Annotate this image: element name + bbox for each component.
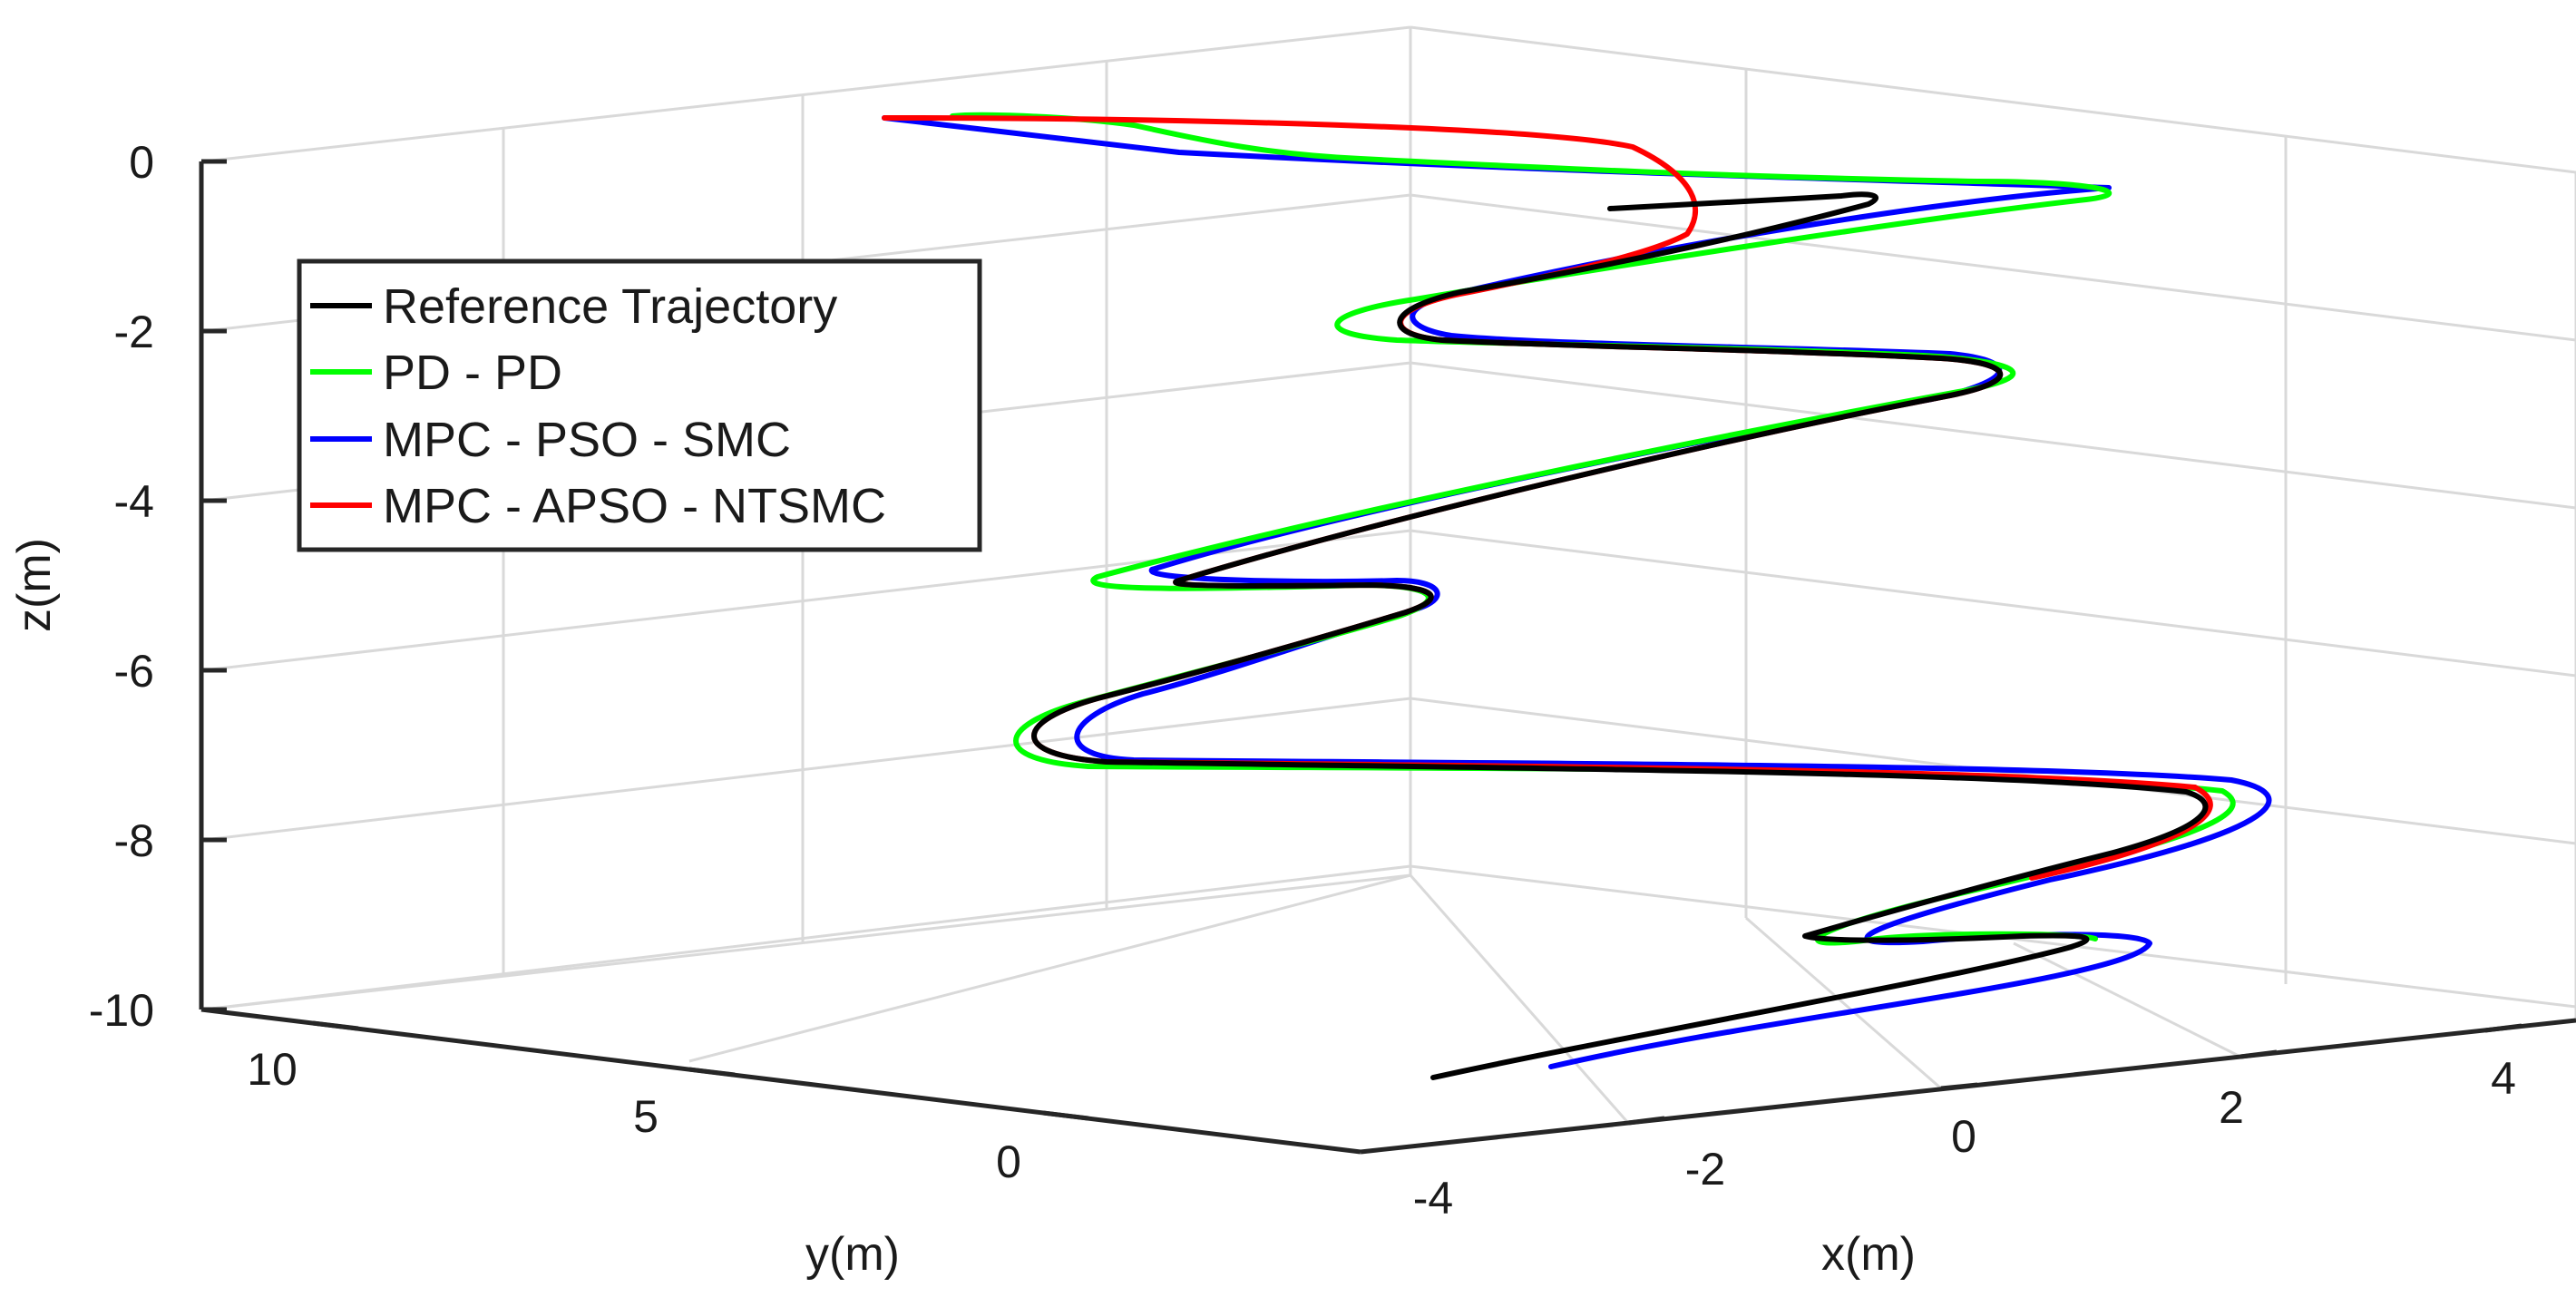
y-tick-labels: 10 5 0 [247,1044,1021,1187]
z-tick-label: -2 [114,307,154,357]
x-tick-labels: -4 -2 0 2 4 [1413,1053,2516,1224]
legend-label: MPC - PSO - SMC [383,413,791,467]
z-tick-label: -10 [89,985,154,1036]
legend-entry: Reference Trajectory [310,279,837,334]
legend-label: Reference Trajectory [383,279,837,334]
x-tick-label: 4 [2491,1053,2516,1104]
y-tick-label: 5 [633,1091,659,1142]
x-tick-label: -4 [1413,1173,1453,1224]
z-tick-labels: 0 -2 -4 -6 -8 -10 [89,137,154,1036]
x-axis-label: x(m) [1821,1228,1916,1281]
y-axis-line [200,1007,1361,1155]
legend-label: PD - PD [383,346,562,400]
grid-right-wall [1410,25,2576,1020]
y-axis-label: y(m) [805,1228,900,1281]
series-group [882,112,2272,1080]
legend-entry: MPC - PSO - SMC [310,413,791,467]
x-tick-label: 0 [1951,1111,1976,1162]
series-line-reference [1031,191,2209,1080]
legend: Reference Trajectory PD - PD MPC - PSO -… [297,258,982,552]
z-tick-label: 0 [129,137,154,188]
y-tick-label: 0 [996,1136,1021,1187]
legend-box [297,258,982,552]
legend-label: MPC - APSO - NTSMC [383,479,886,533]
z-tick-label: -6 [114,646,154,697]
series-line-mpc-pso-smc [882,115,2272,1069]
y-tick-label: 10 [247,1044,298,1095]
legend-entry: PD - PD [310,346,562,400]
tick-marks [201,159,2522,1126]
series-line-pd-pd [950,112,2236,946]
z-axis-label: z(m) [8,538,61,632]
z-tick-label: -4 [114,476,154,527]
x-tick-label: 2 [2219,1082,2244,1133]
legend-entry: MPC - APSO - NTSMC [310,479,886,533]
z-tick-label: -8 [114,815,154,866]
x-tick-label: -2 [1685,1144,1725,1195]
